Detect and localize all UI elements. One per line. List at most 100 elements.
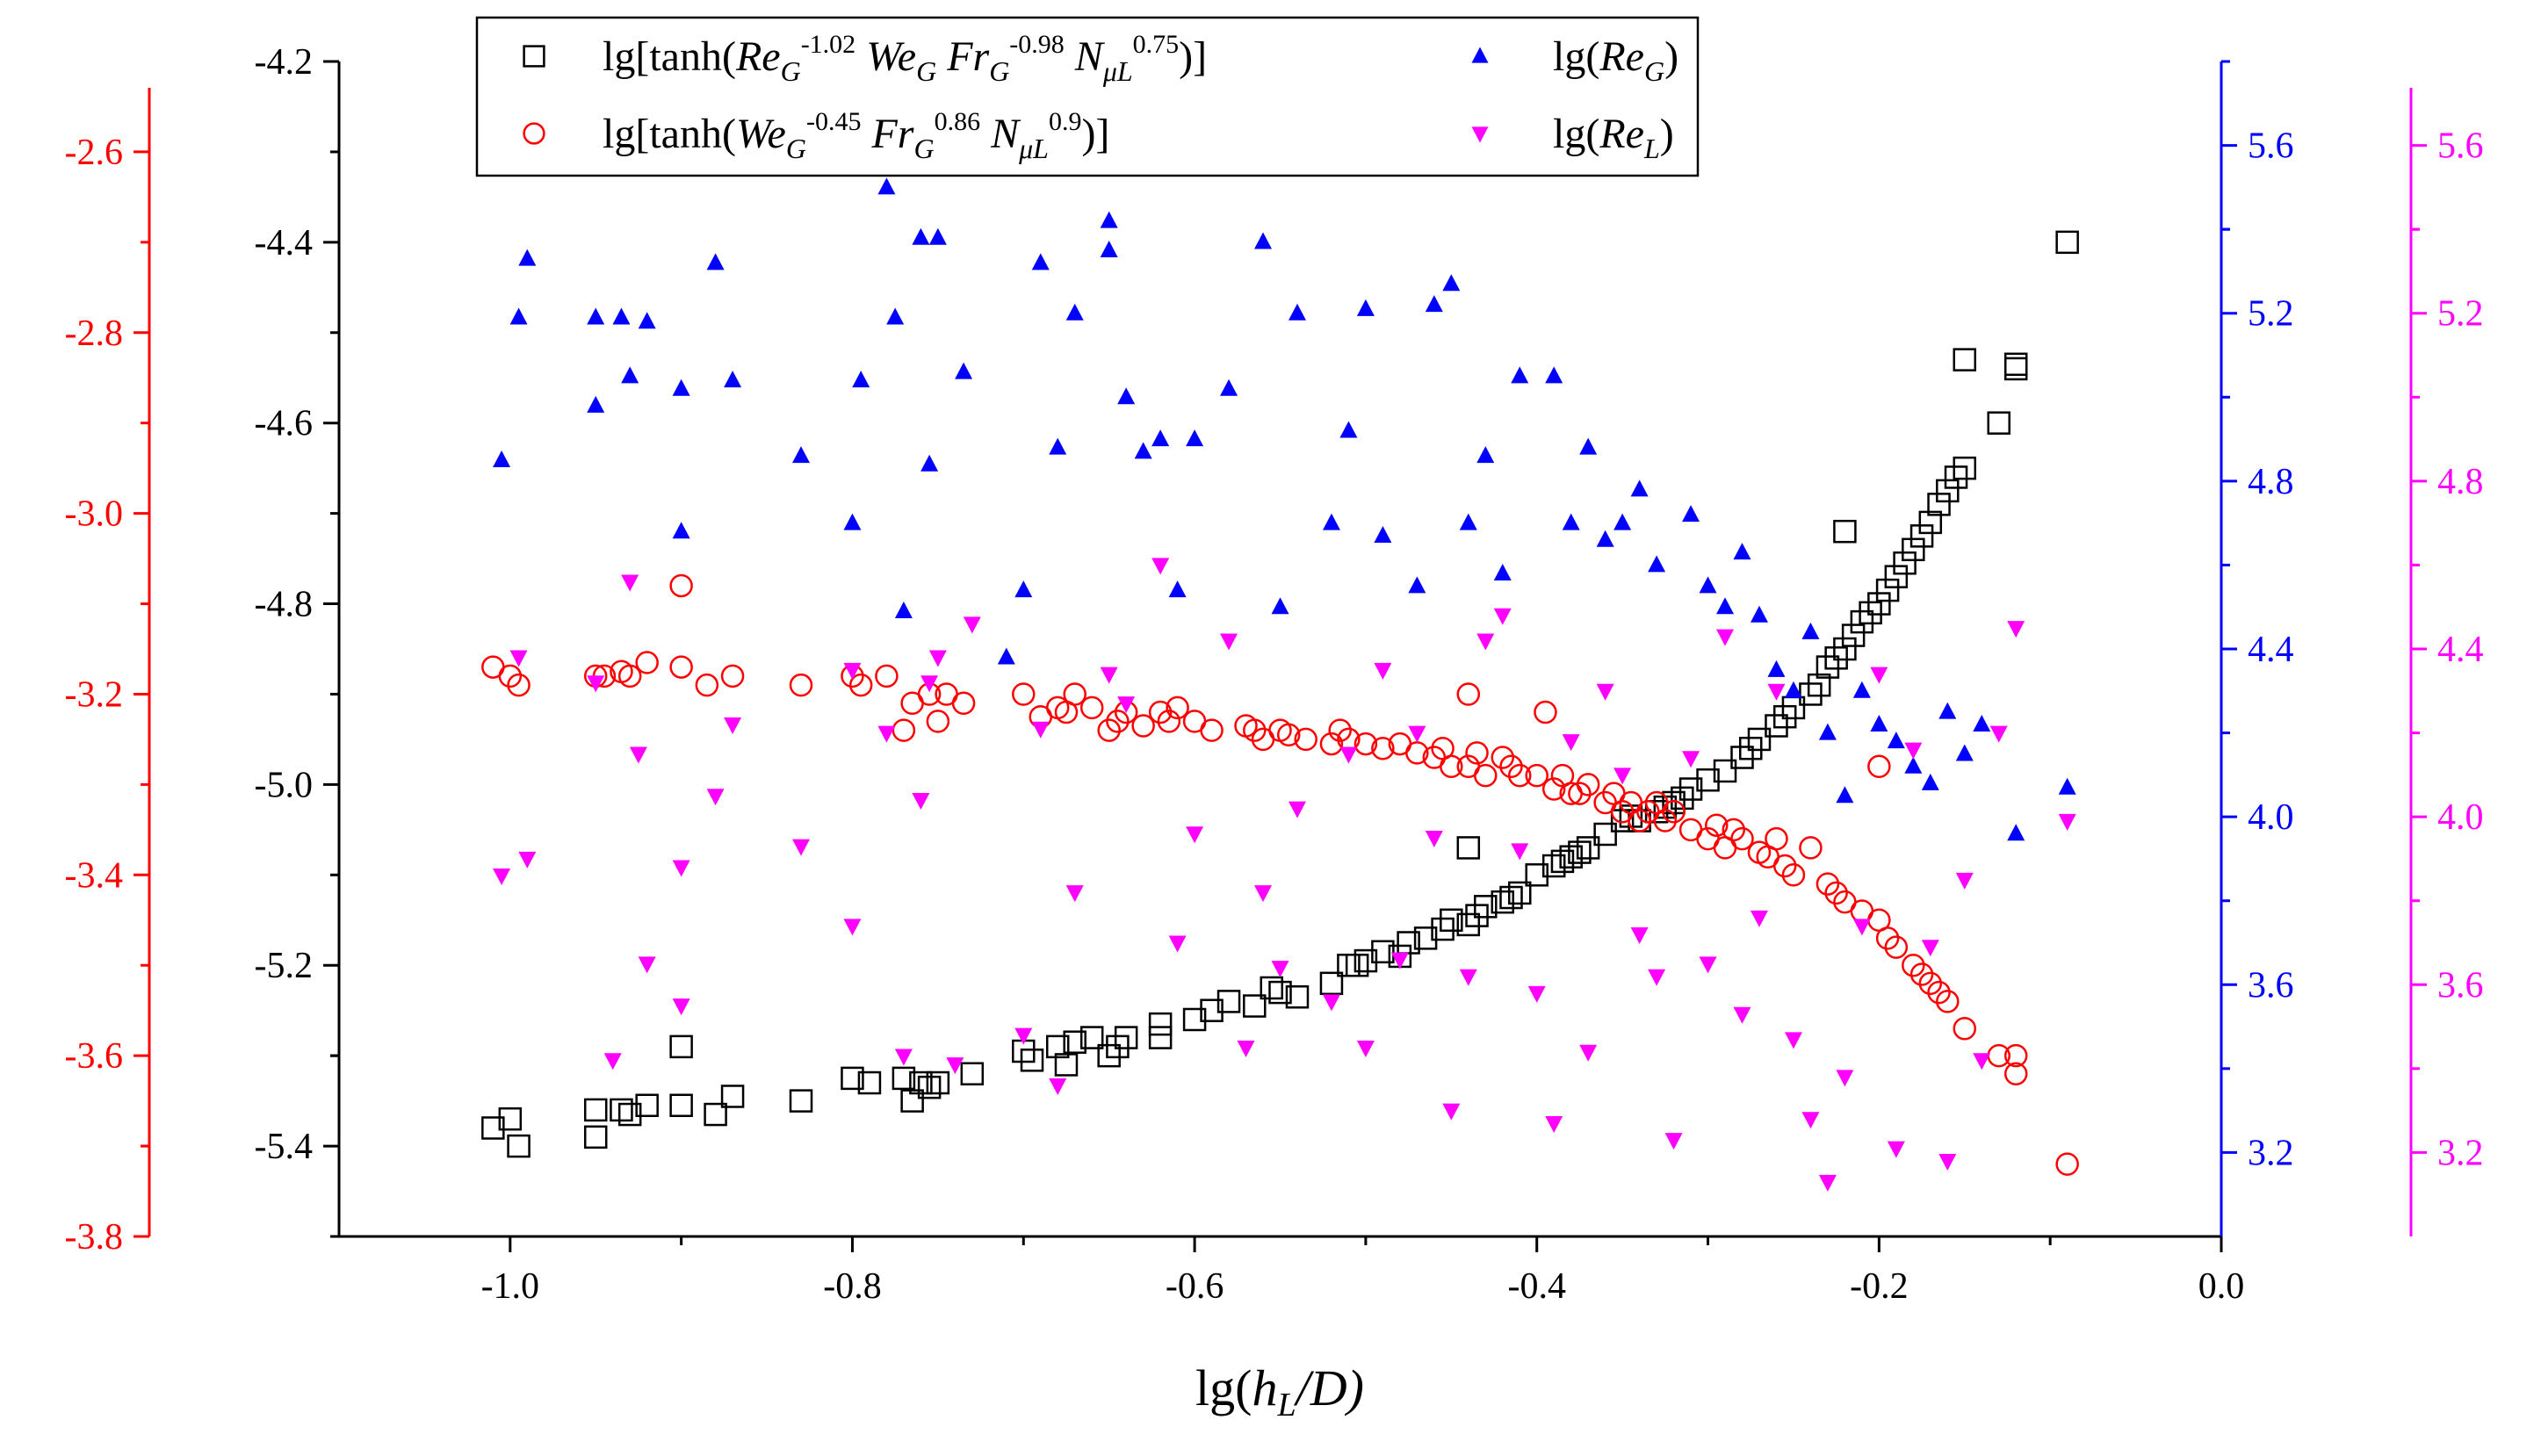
- data-point: [481, 1116, 505, 1140]
- data-point: [1562, 513, 1580, 530]
- data-point: [1682, 505, 1700, 523]
- data-point: [638, 956, 656, 974]
- data-point: [1476, 633, 1495, 651]
- data-point: [1049, 437, 1067, 455]
- blue-y-tick-label: 4.8: [2248, 462, 2294, 502]
- data-point: [1807, 673, 1831, 697]
- data-point: [1493, 563, 1512, 580]
- series-lgReL: [493, 558, 2076, 1192]
- data-point: [1216, 990, 1241, 1013]
- data-point: [1921, 773, 1939, 790]
- data-point: [1767, 683, 1786, 701]
- data-point: [1106, 710, 1130, 733]
- data-point: [1456, 682, 1481, 706]
- data-point: [1456, 836, 1481, 860]
- data-point: [852, 371, 870, 388]
- data-point: [617, 664, 642, 688]
- data-point: [1260, 976, 1284, 1000]
- data-point: [1474, 895, 1498, 919]
- data-point: [1887, 732, 1905, 749]
- data-point: [1425, 831, 1443, 848]
- data-point: [1182, 1007, 1207, 1032]
- data-point: [1987, 411, 2010, 435]
- data-point: [1938, 1153, 1957, 1171]
- data-point: [1456, 912, 1481, 937]
- data-point: [2003, 352, 2028, 377]
- data-point: [1841, 623, 1866, 647]
- data-point: [1909, 524, 1934, 548]
- legend-entry: lg[tanh(ReG-1.02 WeG FrG-0.98 NμL0.75)]: [523, 30, 1207, 87]
- data-point: [1678, 777, 1703, 801]
- data-point: [1576, 773, 1600, 796]
- data-point: [1322, 994, 1340, 1012]
- data-point: [1354, 732, 1378, 756]
- data-point: [1747, 727, 1772, 752]
- data-point: [720, 664, 745, 688]
- data-point: [857, 1070, 882, 1095]
- data-point: [1893, 551, 1917, 575]
- data-point: [1568, 782, 1592, 805]
- data-point: [1106, 1034, 1130, 1059]
- data-point: [518, 851, 537, 869]
- data-point: [1730, 746, 1754, 769]
- data-point: [1739, 736, 1763, 760]
- data-point: [843, 513, 862, 530]
- data-point: [1870, 667, 1888, 684]
- x-tick-label: -0.4: [1507, 1266, 1566, 1307]
- data-point: [706, 253, 725, 270]
- black-y-tick-label: -5.0: [255, 765, 314, 805]
- data-point: [1927, 493, 1951, 516]
- data-point: [1750, 910, 1768, 927]
- data-point: [610, 1098, 633, 1122]
- data-point: [1593, 822, 1617, 847]
- legend-marker: [523, 122, 545, 145]
- data-point: [1254, 232, 1273, 249]
- data-point: [1541, 777, 1566, 801]
- data-point: [997, 647, 1015, 665]
- data-point: [1525, 863, 1548, 887]
- data-point: [1100, 211, 1118, 228]
- data-point: [1765, 826, 1788, 851]
- black-y-tick-label: -5.2: [255, 946, 314, 986]
- data-point: [1816, 872, 1840, 896]
- data-point: [892, 1066, 916, 1091]
- data-point: [960, 1062, 985, 1085]
- data-point: [1276, 723, 1301, 747]
- data-point: [1168, 580, 1187, 598]
- data-point: [920, 454, 939, 472]
- data-point: [720, 1085, 745, 1108]
- data-point: [1850, 609, 1874, 634]
- data-point: [1459, 969, 1477, 986]
- data-point: [892, 718, 916, 742]
- black-y-tick-label: -4.6: [255, 404, 314, 444]
- data-point: [1097, 718, 1121, 742]
- data-point: [1151, 429, 1170, 447]
- x-axis-title: lg(hL/D): [1195, 1359, 1364, 1424]
- data-point: [1989, 725, 2008, 743]
- data-point: [1339, 421, 1358, 438]
- data-point: [1559, 845, 1583, 869]
- data-point: [1511, 366, 1529, 384]
- black-y-tick-label: -4.8: [255, 585, 314, 625]
- data-point: [1541, 854, 1566, 878]
- data-point: [1818, 1174, 1837, 1192]
- legend-entry: lg(ReL): [1471, 111, 1674, 164]
- data-point: [493, 869, 511, 886]
- data-point: [912, 227, 930, 245]
- legend-box: [475, 16, 1700, 177]
- data-point: [1833, 637, 1857, 661]
- data-point: [672, 860, 690, 877]
- black-y-tick-label: -4.2: [255, 42, 314, 83]
- data-point: [1354, 948, 1378, 973]
- data-point: [1596, 683, 1614, 701]
- data-point: [900, 1089, 924, 1113]
- data-point: [1579, 437, 1598, 455]
- data-point: [1268, 980, 1292, 1005]
- data-point: [1408, 576, 1426, 594]
- data-point: [1884, 565, 1909, 588]
- data-point: [669, 655, 693, 679]
- data-point: [1801, 622, 1820, 639]
- data-point: [1511, 843, 1529, 861]
- data-point: [1319, 732, 1344, 756]
- data-point: [1772, 854, 1797, 878]
